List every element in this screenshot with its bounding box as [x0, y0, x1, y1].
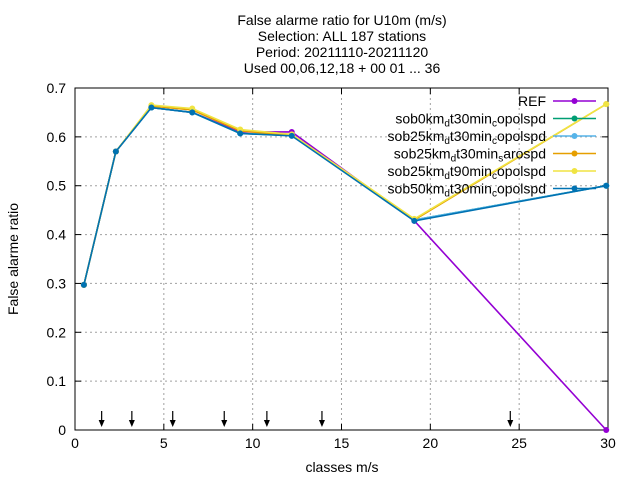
data-point-sob50kmdt30mincopolspd	[189, 109, 196, 116]
data-point-sob25kmdt90mincopolspd	[603, 101, 610, 108]
arrow-marker	[507, 411, 514, 427]
x-tick-label: 5	[160, 435, 168, 451]
x-tick-label: 0	[71, 435, 79, 451]
title-line-4: Used 00,06,12,18 + 00 01 ... 36	[244, 60, 441, 76]
data-point-sob50kmdt30mincopolspd	[80, 281, 87, 288]
x-tick-label: 20	[423, 435, 439, 451]
legend-item-sob0kmdt30mincopolspd: sob0kmdt30mincopolspd	[395, 111, 596, 130]
tick-labels: 0 5 10 15 20 25 30 0 0.1 0.2 0.3 0.4 0.5 0.6 0.7	[47, 80, 616, 451]
legend-marker	[571, 133, 578, 139]
y-tick-label: 0.7	[47, 80, 67, 96]
legend-label: sob25kmdt90mincopolspd	[388, 163, 546, 182]
legend-label: sob50kmdt30mincopolspd	[388, 181, 546, 200]
y-tick-label: 0.2	[47, 324, 67, 340]
data-point-sob50kmdt30mincopolspd	[112, 148, 119, 155]
legend-marker	[571, 98, 578, 104]
title-line-1: False alarme ratio for U10m (m/s)	[237, 12, 446, 28]
arrow-marker	[128, 411, 135, 427]
legend-item-sob50kmdt30mincopolspd: sob50kmdt30mincopolspd	[388, 181, 596, 200]
x-tick-label: 25	[511, 435, 527, 451]
title-line-2: Selection: ALL 187 stations	[258, 28, 426, 44]
chart-title: False alarme ratio for U10m (m/s)Selecti…	[237, 12, 446, 76]
legend-item-sob25kmdt90mincopolspd: sob25kmdt90mincopolspd	[388, 163, 596, 182]
data-point-REF	[603, 427, 610, 433]
series-line-sob50kmdt30mincopolspd	[83, 106, 607, 286]
legend-label: sob25kmdt30minsarospd	[394, 146, 546, 165]
y-tick-label: 0.1	[47, 373, 67, 389]
series-sob50kmdt30mincopolspd	[80, 104, 610, 288]
arrow-marker	[169, 411, 176, 427]
x-tick-label: 10	[245, 435, 261, 451]
y-tick-label: 0.5	[47, 178, 67, 194]
y-tick-label: 0.6	[47, 129, 67, 145]
arrow-markers	[98, 411, 514, 427]
y-axis-label: False alarme ratio	[5, 203, 21, 315]
data-point-sob50kmdt30mincopolspd	[237, 130, 244, 137]
arrow-marker	[98, 411, 105, 427]
axes	[74, 87, 609, 431]
legend-item-sob25kmdt30minsarospd: sob25kmdt30minsarospd	[394, 146, 596, 165]
x-axis-label: classes m/s	[305, 459, 378, 475]
arrow-marker	[221, 411, 228, 427]
grid	[75, 88, 608, 430]
legend-marker	[571, 115, 578, 122]
data-point-sob50kmdt30mincopolspd	[603, 182, 610, 189]
legend-label: REF	[518, 93, 546, 109]
x-tick-label: 30	[600, 435, 616, 451]
legend-marker	[571, 168, 578, 174]
legend-marker	[571, 185, 578, 192]
data-point-sob50kmdt30mincopolspd	[148, 104, 155, 111]
data-point-sob50kmdt30mincopolspd	[288, 132, 295, 139]
arrow-marker	[263, 411, 270, 427]
y-tick-label: 0.3	[47, 275, 67, 291]
arrow-marker	[318, 411, 325, 427]
series-lines	[80, 101, 610, 433]
legend-item-REF: REF	[518, 93, 596, 109]
legend: REF sob0kmdt30mincopolspdsob25kmdt30minco…	[388, 93, 596, 200]
legend-item-sob25kmdt30mincopolspd: sob25kmdt30mincopolspd	[388, 128, 596, 147]
legend-label: sob0kmdt30mincopolspd	[395, 111, 546, 130]
legend-label: sob25kmdt30mincopolspd	[388, 128, 546, 147]
data-point-sob50kmdt30mincopolspd	[411, 217, 418, 224]
title-line-3: Period: 20211110-20211120	[256, 44, 429, 60]
x-tick-label: 15	[334, 435, 350, 451]
y-tick-label: 0.4	[47, 227, 67, 243]
y-tick-label: 0	[58, 422, 66, 438]
legend-marker	[571, 150, 578, 157]
